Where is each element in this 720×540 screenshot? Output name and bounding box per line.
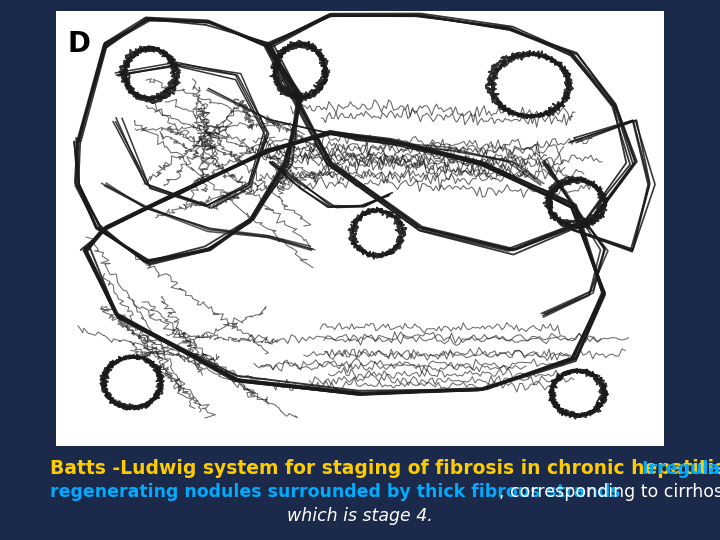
Text: Batts -Ludwig system for staging of fibrosis in chronic hepatitis.: Batts -Ludwig system for staging of fibr… <box>50 459 720 478</box>
Text: , corresponding to cirrhosis,: , corresponding to cirrhosis, <box>499 483 720 502</box>
Text: regenerating nodules surrounded by thick fibrous strands: regenerating nodules surrounded by thick… <box>50 483 621 502</box>
Text: Irregular: Irregular <box>636 460 720 478</box>
Text: D: D <box>67 30 90 58</box>
Text: which is stage 4.: which is stage 4. <box>287 507 433 525</box>
